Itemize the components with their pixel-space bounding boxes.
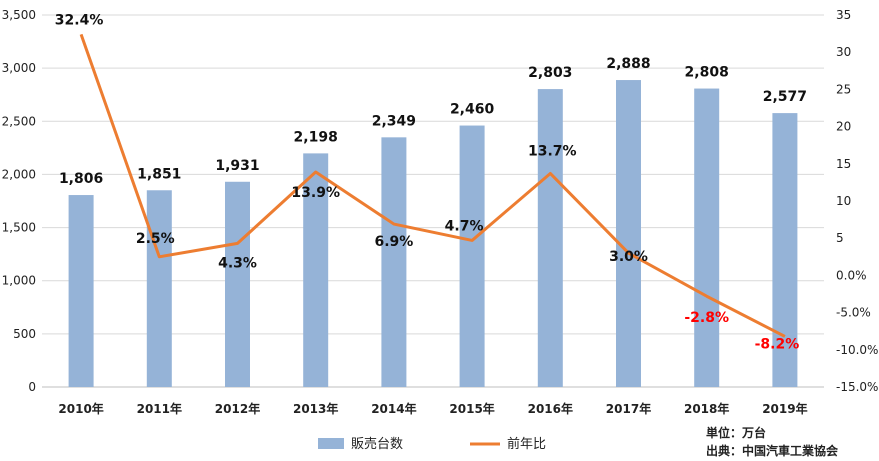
legend-label-bars: 販売台数 [351, 436, 403, 452]
right-tick-label: -15.0% [836, 380, 878, 394]
bar-value-label: 2,577 [763, 89, 807, 105]
left-tick-label: 3,500 [2, 8, 36, 22]
line-path [79, 33, 786, 338]
right-tick-label: 15 [836, 157, 851, 171]
bar [225, 181, 250, 387]
bar [694, 88, 720, 387]
line-value-label: 13.9% [291, 185, 340, 201]
category-label: 2010年 [58, 401, 103, 416]
bar [68, 195, 94, 387]
right-tick-label: 30 [836, 45, 851, 59]
bar-series: 1,806 1,851 1,931 2,198 2,349 2,460 2,803 2,888… [59, 56, 807, 387]
category-label: 2017年 [606, 401, 651, 416]
category-label: 2018年 [684, 401, 729, 416]
left-tick-label: 0 [28, 380, 36, 394]
bar [381, 137, 407, 387]
bar-value-label: 2,460 [450, 102, 495, 118]
left-tick-label: 3,000 [2, 61, 36, 75]
bar [459, 125, 485, 387]
line-series: 32.4% 2.5% 4.3% 13.9% 6.9% 4.7% 13.7% 3.0% -2.8%… [55, 12, 799, 352]
source-note: 出典：中国汽車工業協会 [706, 443, 839, 458]
line-value-label: 32.4% [55, 12, 104, 28]
category-label: 2012年 [215, 401, 260, 416]
bar-value-label: 2,198 [294, 129, 338, 145]
unit-note: 単位：万台 [706, 425, 766, 440]
bar-value-label: 2,349 [372, 113, 416, 129]
bar-value-label: 2,808 [685, 65, 729, 81]
line-value-label: -2.8% [684, 310, 729, 326]
category-label: 2014年 [371, 401, 416, 416]
right-tick-label: 20 [836, 120, 851, 134]
right-tick-label: 10 [836, 194, 851, 208]
line-value-label: 2.5% [136, 231, 175, 247]
left-tick-label: 1,000 [2, 274, 36, 288]
left-tick-label: 500 [13, 327, 36, 341]
left-axis: 0 500 1,000 1,500 2,000 2,500 3,000 3,500 [2, 8, 36, 394]
legend-swatch-bars [318, 438, 344, 449]
line-value-label: 4.3% [218, 255, 257, 271]
right-tick-label: 5 [836, 231, 844, 245]
right-tick-label: 25 [836, 82, 851, 96]
category-label: 2011年 [137, 401, 182, 416]
right-tick-label: 35 [836, 8, 851, 22]
legend-label-line: 前年比 [507, 436, 546, 452]
right-tick-label: -10.0% [836, 343, 878, 357]
category-label: 2013年 [293, 401, 338, 416]
bar [537, 89, 563, 387]
bar-value-label: 1,931 [215, 158, 259, 174]
left-tick-label: 1,500 [2, 221, 36, 235]
line-value-label: 13.7% [528, 143, 577, 159]
bar-value-label: 2,803 [528, 65, 572, 81]
left-tick-label: 2,500 [2, 114, 36, 128]
gridlines [42, 14, 824, 388]
line-value-label: -8.2% [755, 336, 800, 352]
bar [303, 153, 329, 387]
category-axis: 2010年 2011年 2012年 2013年 2014年 2015年 2016年 2017年… [58, 401, 807, 416]
bar-value-label: 1,806 [59, 171, 103, 187]
category-label: 2019年 [762, 401, 807, 416]
right-tick-label: 0.0% [836, 268, 867, 282]
left-tick-label: 2,000 [2, 167, 36, 181]
legend: 販売台数 前年比 [318, 436, 546, 452]
line-value-label: 6.9% [374, 234, 413, 250]
right-tick-label: -5.0% [836, 306, 871, 320]
right-axis: -15.0% -10.0% -5.0% 0.0% 5 10 15 20 25 30 35 [836, 8, 878, 394]
bar-value-label: 1,851 [137, 166, 181, 182]
bar [772, 113, 798, 387]
category-label: 2016年 [528, 401, 573, 416]
bar [146, 190, 172, 387]
line-value-label: 4.7% [445, 218, 484, 234]
bar [616, 80, 641, 387]
category-label: 2015年 [449, 401, 494, 416]
line-value-label: 3.0% [609, 249, 648, 265]
bar-value-label: 2,888 [606, 56, 650, 72]
